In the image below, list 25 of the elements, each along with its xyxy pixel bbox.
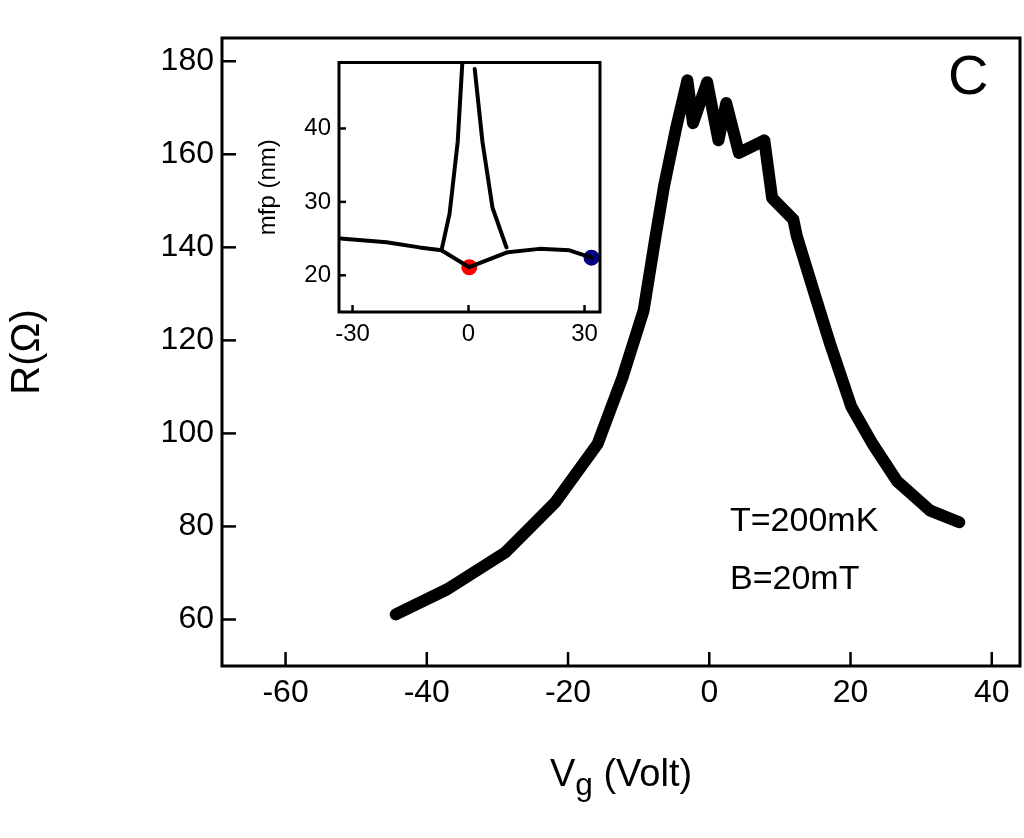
x-tick-label: 40 <box>973 673 1010 710</box>
y-axis-title: R(Ω) <box>3 309 48 395</box>
x-tick-label: 30 <box>571 319 598 347</box>
y-axis-title: mfp (nm) <box>253 139 281 236</box>
x-tick-label: -30 <box>335 319 370 347</box>
y-tick-label: 60 <box>178 599 214 636</box>
y-tick-label: 160 <box>160 134 214 171</box>
y-tick-label: 140 <box>160 227 214 264</box>
y-tick-label: 120 <box>160 320 214 357</box>
y-tick-label: 100 <box>160 413 214 450</box>
x-tick-label: -60 <box>262 673 309 710</box>
x-tick-label: 0 <box>700 673 719 710</box>
y-tick-label: 30 <box>304 186 331 214</box>
x-tick-label: 20 <box>832 673 869 710</box>
y-tick-label: 80 <box>178 506 214 543</box>
y-tick-label: 180 <box>160 41 214 78</box>
x-tick-label: -40 <box>403 673 450 710</box>
y-tick-label: 20 <box>304 259 331 287</box>
x-tick-label: -20 <box>544 673 592 710</box>
annotation: T=200mK <box>730 500 879 539</box>
annotation: B=20mT <box>730 558 860 597</box>
x-tick-label: 0 <box>461 319 476 347</box>
y-tick-label: 40 <box>304 113 331 141</box>
annotation: C <box>948 42 989 107</box>
x-axis-title: V$_{g}$ (Volt) <box>548 752 694 803</box>
